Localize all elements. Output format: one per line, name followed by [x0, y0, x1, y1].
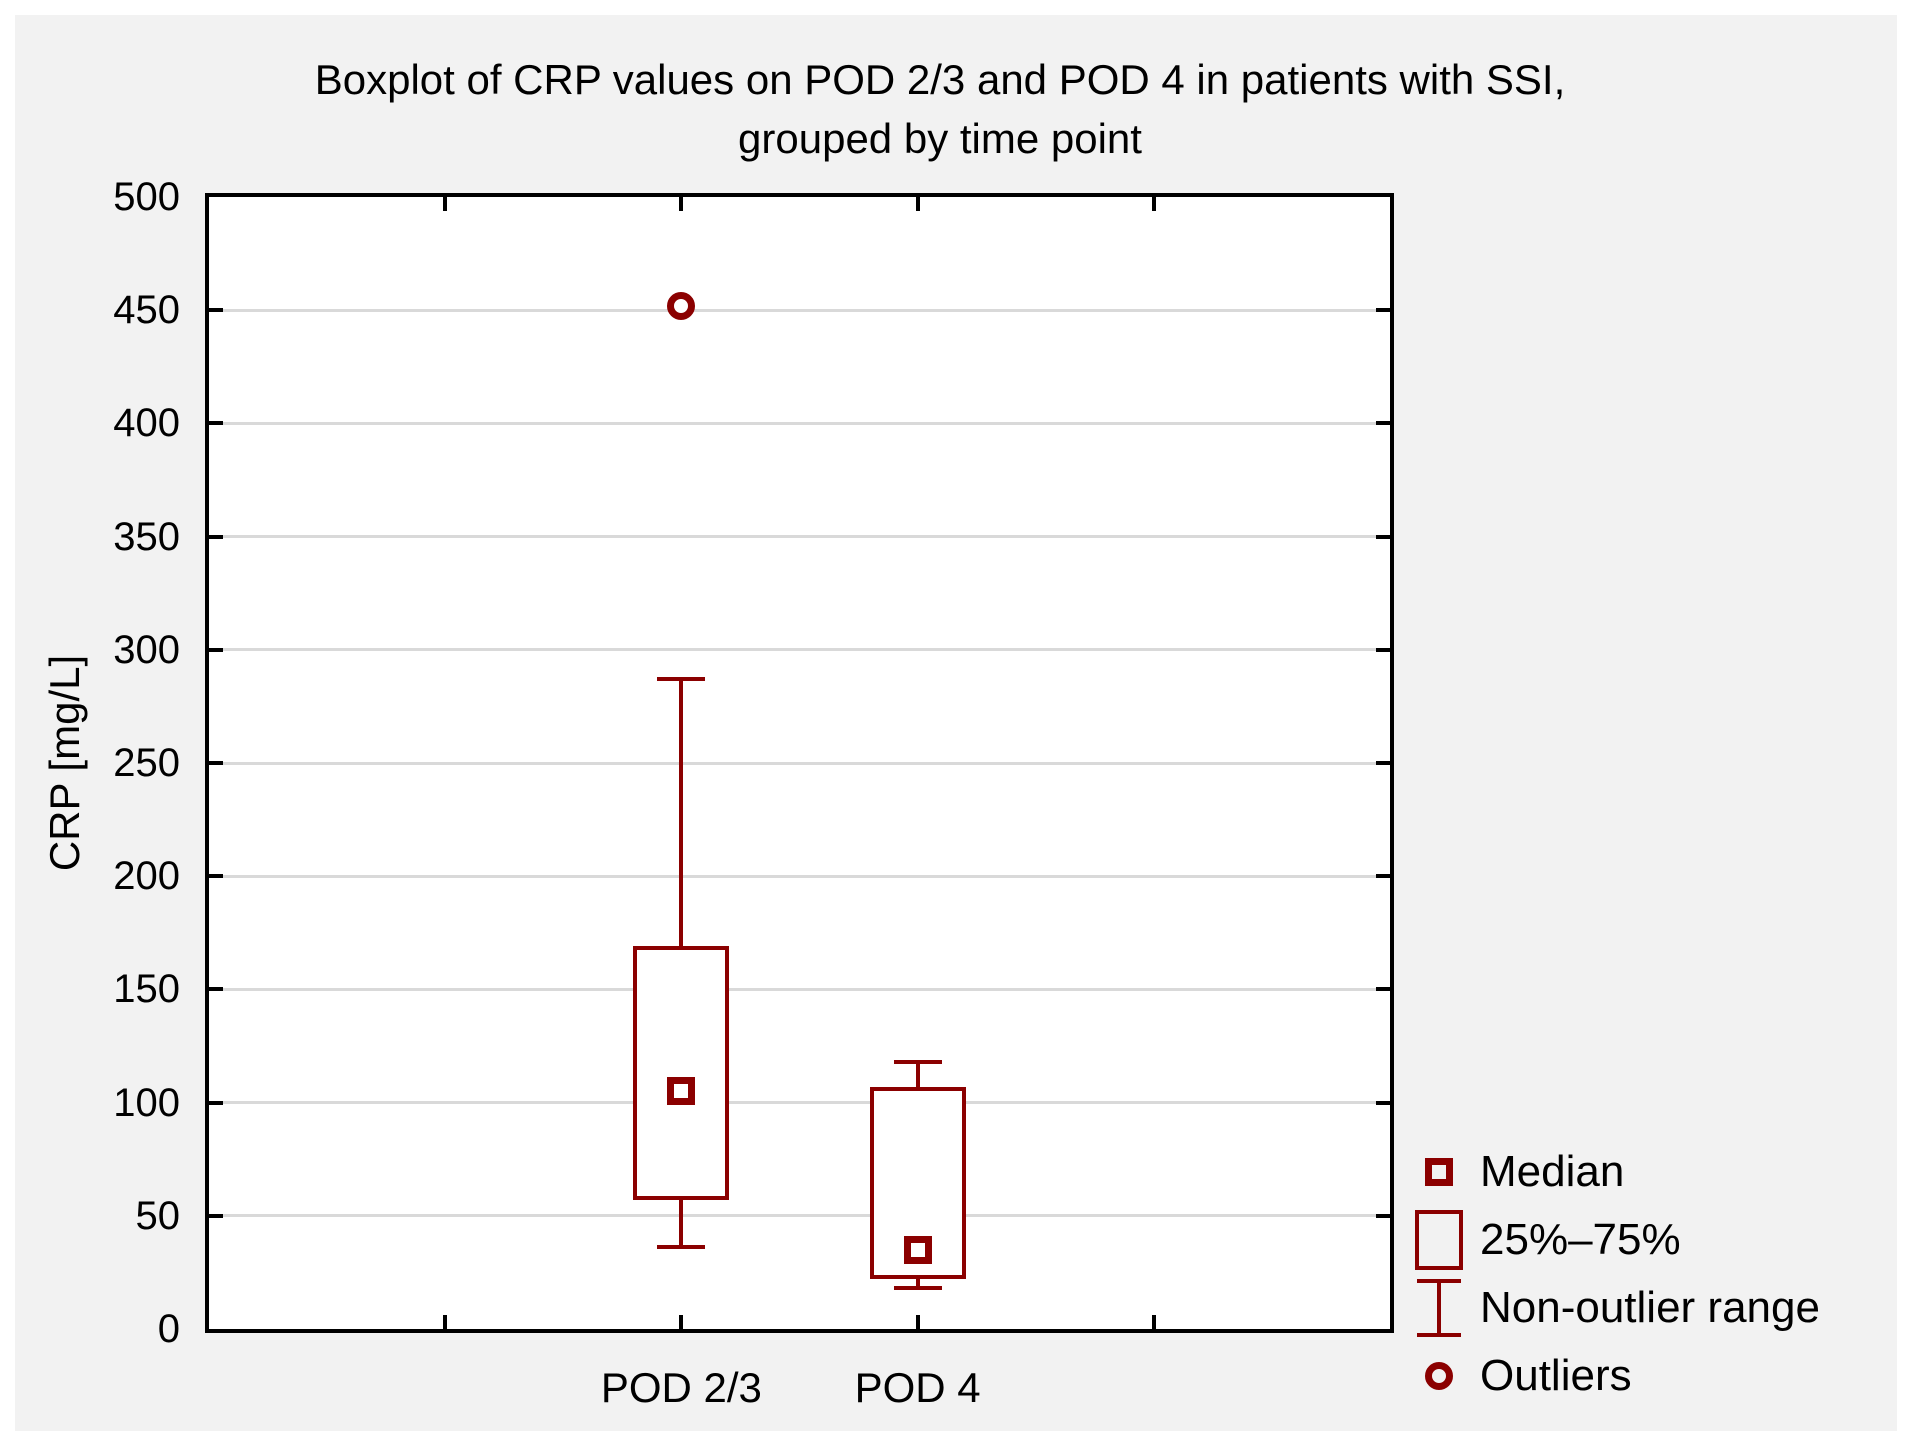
x-tick-top [679, 197, 684, 211]
plot-area [205, 193, 1394, 1333]
whisker-lower-cap [657, 1245, 706, 1250]
legend-icon-cell [1412, 1210, 1466, 1270]
whisker-lower-line [679, 1199, 684, 1248]
y-tick-left [209, 987, 223, 992]
whisker-stem [1437, 1279, 1441, 1337]
gridline [209, 1101, 1390, 1105]
x-tick-top [1151, 197, 1156, 211]
x-tick-top [443, 197, 448, 211]
y-tick-label: 400 [113, 401, 180, 446]
x-tick-bottom [1151, 1315, 1156, 1329]
chart-title-line2: grouped by time point [738, 115, 1142, 162]
y-tick-left [209, 534, 223, 539]
y-tick-label: 0 [157, 1307, 180, 1351]
legend: Median 25%–75% Non-outlier range Outliers [1412, 1138, 1820, 1410]
whisker-upper-cap [657, 677, 706, 682]
whisker-lower-line [915, 1279, 920, 1289]
y-tick-right [1376, 534, 1390, 539]
x-tick-bottom [915, 1315, 920, 1329]
median-square-icon [1425, 1158, 1453, 1186]
legend-item-label: Median [1480, 1147, 1625, 1196]
outlier-circle-icon [1425, 1362, 1453, 1390]
y-tick-label: 50 [135, 1193, 181, 1238]
y-tick-left [209, 1213, 223, 1218]
y-tick-right [1376, 761, 1390, 765]
chart-title-line1: Boxplot of CRP values on POD 2/3 and POD… [314, 56, 1566, 103]
legend-item-label: Non-outlier range [1480, 1283, 1820, 1332]
gridline [209, 1214, 1390, 1218]
x-tick-top [915, 197, 920, 211]
legend-row: Median [1412, 1138, 1820, 1206]
y-tick-right [1376, 1213, 1390, 1218]
gridline [209, 648, 1390, 652]
legend-row: Outliers [1412, 1342, 1820, 1410]
whisker-lower-cap [893, 1286, 942, 1291]
y-tick-label: 500 [113, 175, 180, 219]
whisker-upper-line [679, 679, 684, 947]
gridline [209, 308, 1390, 312]
y-tick-label: 100 [113, 1080, 180, 1125]
y-tick-label: 350 [113, 514, 180, 559]
legend-icon-cell [1412, 1279, 1466, 1337]
gridline [209, 761, 1390, 765]
whisker-upper-line [915, 1061, 920, 1087]
y-tick-right [1376, 987, 1390, 992]
y-tick-right [1376, 874, 1390, 879]
y-tick-left [209, 761, 223, 765]
y-tick-label: 300 [113, 627, 180, 672]
y-tick-label: 250 [113, 741, 180, 785]
legend-item-label: 25%–75% [1480, 1215, 1681, 1264]
y-tick-left [209, 421, 223, 426]
x-category-label: POD 2/3 [600, 1364, 762, 1411]
non-outlier-range-icon [1415, 1279, 1463, 1337]
y-tick-right [1376, 647, 1390, 652]
legend-icon-cell [1412, 1158, 1466, 1186]
legend-row: Non-outlier range [1412, 1274, 1820, 1342]
y-tick-right [1376, 1100, 1390, 1105]
legend-item-label: Outliers [1480, 1351, 1632, 1400]
y-tick-left [209, 647, 223, 652]
x-tick-bottom [443, 1315, 448, 1329]
y-tick-label: 450 [113, 288, 180, 333]
whisker-upper-cap [893, 1059, 942, 1064]
y-tick-right [1376, 421, 1390, 426]
gridline [209, 987, 1390, 991]
x-category-label: POD 4 [854, 1364, 981, 1411]
outlier-marker [667, 291, 696, 320]
legend-icon-cell [1412, 1362, 1466, 1390]
gridline [209, 874, 1390, 878]
median-marker [903, 1235, 932, 1264]
iqr-box [633, 946, 730, 1200]
y-tick-left [209, 874, 223, 879]
chart-title: Boxplot of CRP values on POD 2/3 and POD… [0, 50, 1880, 168]
median-marker [667, 1077, 696, 1106]
y-tick-right [1376, 308, 1390, 313]
gridline [209, 421, 1390, 425]
y-tick-left [209, 1100, 223, 1105]
y-tick-label: 150 [113, 967, 180, 1012]
y-tick-left [209, 308, 223, 313]
x-tick-bottom [679, 1315, 684, 1329]
gridline [209, 535, 1390, 539]
whisker-cap-bottom [1417, 1333, 1461, 1337]
legend-row: 25%–75% [1412, 1206, 1820, 1274]
y-tick-label: 200 [113, 854, 180, 899]
box-25-75-icon [1415, 1210, 1463, 1270]
